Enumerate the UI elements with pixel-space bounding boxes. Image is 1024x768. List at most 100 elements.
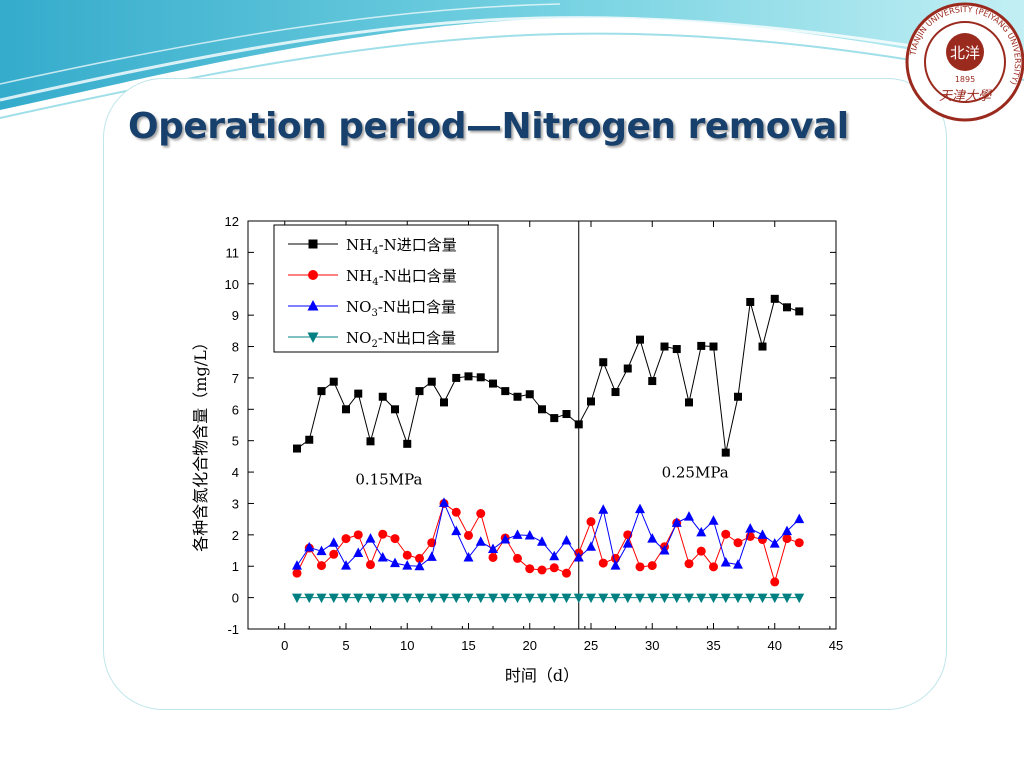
data-point [403, 439, 412, 448]
data-point [795, 307, 804, 316]
data-point [696, 526, 707, 537]
data-point [292, 593, 302, 604]
x-tick-label: 0 [281, 638, 288, 653]
data-point [353, 547, 364, 558]
data-point [708, 593, 719, 604]
data-point [537, 593, 547, 604]
data-point [721, 448, 730, 457]
data-point [476, 509, 486, 519]
data-point [709, 562, 718, 572]
data-point [769, 593, 780, 604]
data-point [305, 435, 314, 444]
y-tick-label: 5 [232, 434, 239, 449]
y-tick-label: 11 [226, 245, 240, 260]
data-point [720, 593, 731, 604]
data-point [427, 377, 436, 386]
data-point [451, 593, 462, 604]
data-point [598, 558, 608, 568]
data-point [770, 577, 780, 587]
data-point [684, 511, 694, 521]
data-point [317, 387, 326, 396]
data-point [611, 388, 620, 397]
legend-label: NO3-N出口含量 [346, 298, 456, 319]
y-tick-label: 0 [232, 591, 239, 606]
data-point [365, 533, 376, 543]
data-point [501, 387, 510, 396]
data-point [684, 593, 694, 604]
data-point [635, 593, 645, 604]
data-point [439, 497, 449, 507]
data-point [366, 437, 375, 446]
legend-label: NO2-N出口含量 [346, 329, 456, 350]
data-point [635, 562, 645, 572]
pressure-annotation: 0.15MPa [355, 471, 422, 489]
y-tick-label: 8 [232, 340, 239, 355]
data-point [342, 405, 350, 414]
y-tick-label: 7 [232, 371, 239, 386]
data-point [573, 593, 584, 604]
data-point [660, 342, 669, 351]
data-point [391, 405, 399, 414]
series-0 [293, 294, 804, 457]
data-point [671, 517, 682, 527]
data-point [635, 503, 645, 514]
data-point [304, 593, 315, 604]
data-point [733, 559, 743, 569]
series-line [296, 298, 800, 453]
data-point [647, 561, 657, 571]
data-point [672, 345, 681, 354]
y-tick-label: -1 [227, 622, 239, 637]
data-point [562, 410, 571, 419]
data-point [426, 593, 437, 604]
data-point [292, 560, 302, 570]
data-point [439, 593, 449, 604]
plot-frame [247, 220, 837, 630]
data-point [622, 593, 633, 604]
data-point [329, 377, 338, 386]
data-point [697, 341, 706, 350]
data-point [440, 398, 448, 407]
data-point [353, 593, 364, 604]
data-point [512, 529, 523, 539]
data-point [537, 536, 547, 546]
data-point [685, 398, 693, 407]
y-tick-label: 6 [232, 402, 239, 417]
x-tick-label: 5 [342, 638, 349, 653]
series-3 [292, 593, 805, 604]
x-tick-label: 10 [400, 638, 414, 653]
data-point [720, 556, 731, 567]
data-point [500, 534, 511, 544]
data-point [647, 593, 658, 604]
data-point [341, 534, 351, 544]
data-point [500, 593, 511, 604]
data-point [525, 564, 535, 574]
data-point [316, 593, 327, 604]
data-point [757, 593, 768, 604]
data-point [524, 593, 535, 604]
data-point [489, 379, 497, 388]
data-point [377, 593, 388, 604]
svg-text:天津大學: 天津大學 [939, 89, 992, 104]
data-point [648, 377, 657, 386]
data-point [414, 593, 425, 604]
data-point [512, 593, 523, 604]
data-point [365, 593, 376, 604]
page-title: Operation period—Nitrogen removal [128, 106, 849, 147]
x-tick-label: 15 [461, 638, 475, 653]
x-tick-label: 35 [706, 638, 720, 653]
data-point [513, 392, 522, 401]
data-point [733, 593, 743, 604]
data-point [573, 551, 584, 562]
data-point [734, 392, 742, 401]
x-tick-label: 45 [829, 638, 843, 653]
data-point [328, 537, 339, 547]
university-logo: TIANJIN UNIVERSITY (PEIYANG UNIVERSITY) … [905, 2, 1024, 122]
data-point [415, 553, 424, 563]
data-point [794, 538, 804, 548]
data-point [316, 545, 327, 556]
data-point [402, 593, 413, 604]
legend-marker [308, 239, 318, 249]
data-point [476, 373, 485, 382]
data-point [610, 560, 621, 570]
